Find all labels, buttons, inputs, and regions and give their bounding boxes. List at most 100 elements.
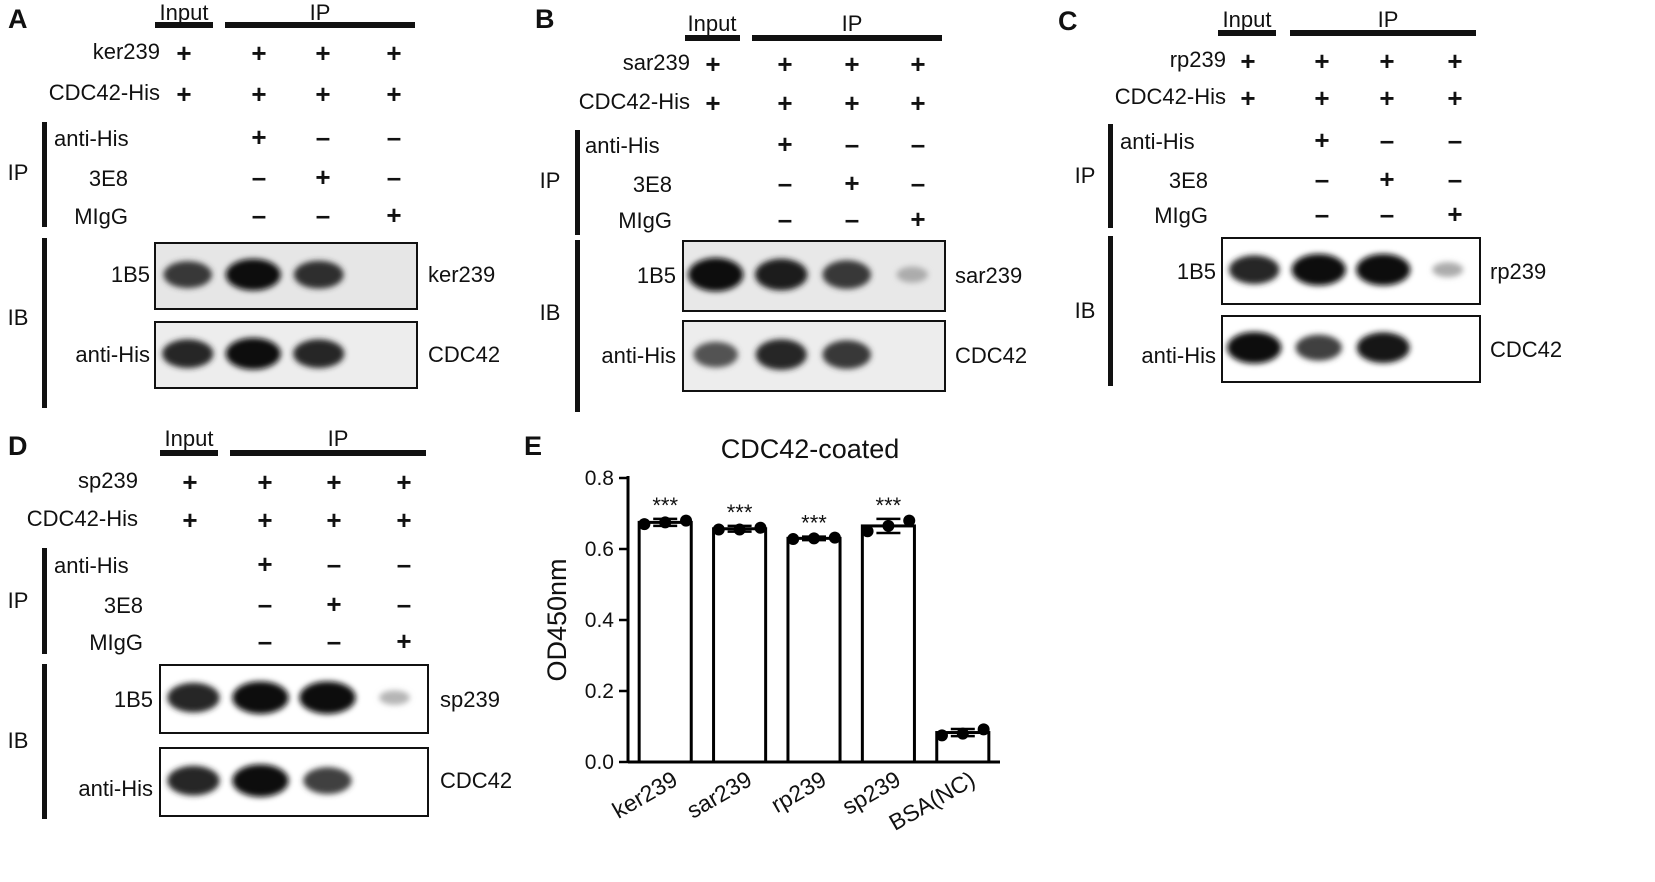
blot-anti-his: [159, 747, 429, 817]
sign: –: [1448, 125, 1462, 155]
blot-band: [232, 764, 289, 797]
protein-row-label: sp239: [78, 468, 138, 493]
data-point: [659, 516, 672, 529]
data-point: [733, 523, 746, 536]
blot-right-label: CDC42: [428, 342, 500, 367]
blot-band: [755, 339, 807, 370]
blot-band: [379, 690, 410, 705]
sign: –: [845, 129, 859, 159]
data-point: [787, 533, 800, 546]
blot-band: [167, 682, 220, 713]
blot-right-label: rp239: [1490, 259, 1546, 284]
sign: +: [176, 79, 191, 109]
panel-letter: D: [8, 431, 28, 461]
ip-bar: [230, 450, 426, 456]
blot-band: [822, 340, 871, 369]
ip-row-label: 3E8: [633, 172, 672, 197]
bar: [712, 527, 768, 764]
sign: –: [252, 200, 266, 230]
blot-right-label: ker239: [428, 262, 495, 287]
ib-group-label: IB: [1075, 298, 1096, 323]
ip-row-label: anti-His: [54, 553, 129, 578]
ip-group-label: IP: [8, 160, 29, 185]
sign: +: [386, 38, 401, 68]
protein-row-label: rp239: [1170, 47, 1226, 72]
ip-header: IP: [1378, 7, 1399, 32]
input-header: Input: [1223, 7, 1272, 32]
sign: +: [182, 505, 197, 535]
sign: –: [258, 626, 272, 656]
data-point: [680, 514, 693, 527]
blot-1b5: [154, 242, 418, 310]
sign: –: [911, 168, 925, 198]
ib-bracket: [42, 238, 47, 408]
input-bar: [685, 35, 740, 41]
panel-letter: B: [535, 4, 555, 34]
protein-row-label: sar239: [623, 50, 690, 75]
ip-bracket: [1108, 124, 1113, 228]
y-tick-label: 0.0: [585, 751, 614, 774]
data-point: [638, 518, 651, 531]
sign: +: [315, 162, 330, 192]
ip-group-label: IP: [8, 588, 29, 613]
y-axis-title: OD450nm: [542, 558, 572, 681]
sign: +: [1379, 164, 1394, 194]
data-point: [935, 729, 948, 742]
data-point: [712, 523, 725, 536]
blot-1b5: [159, 664, 429, 734]
sign: –: [911, 129, 925, 159]
blot-band: [225, 258, 281, 291]
panel-b: B Input IP sar239 + + + + CDC42-His + + …: [535, 4, 1027, 412]
blot-band: [167, 765, 220, 796]
blot-left-label: anti-His: [78, 776, 153, 801]
panel-letter: C: [1058, 6, 1078, 36]
sign: +: [844, 168, 859, 198]
sign: –: [1315, 199, 1329, 229]
sign: +: [910, 88, 925, 118]
blot-left-label: anti-His: [75, 342, 150, 367]
ip-group-label: IP: [1075, 163, 1096, 188]
blot-band: [896, 266, 928, 283]
sign: +: [910, 49, 925, 79]
sign: +: [257, 549, 272, 579]
input-header: Input: [688, 11, 737, 36]
blot-anti-his: [682, 320, 946, 392]
ip-row-label: MIgG: [1154, 203, 1208, 228]
data-point: [956, 727, 969, 740]
sign: +: [396, 505, 411, 535]
sign: +: [257, 505, 272, 535]
ip-row-label: MIgG: [618, 208, 672, 233]
sign: +: [1379, 46, 1394, 76]
input-header: Input: [160, 0, 209, 25]
blot-band: [303, 767, 352, 795]
blot-left-label: 1B5: [111, 262, 150, 287]
ip-row-label: anti-His: [585, 133, 660, 158]
blot-band: [1432, 262, 1464, 278]
target-row-label: CDC42-His: [27, 506, 138, 531]
ib-bracket: [42, 664, 47, 819]
sign: +: [251, 122, 266, 152]
blot-1b5: [682, 240, 946, 312]
y-tick-label: 0.2: [585, 680, 614, 703]
y-tick-label: 0.4: [585, 609, 615, 632]
blot-band: [232, 681, 289, 714]
data-point: [754, 521, 767, 534]
ib-group-label: IB: [8, 305, 29, 330]
ib-group-label: IB: [8, 728, 29, 753]
y-tick-label: 0.6: [585, 538, 614, 561]
blot-left-label: anti-His: [1141, 343, 1216, 368]
sign: +: [1447, 83, 1462, 113]
blot-left-label: 1B5: [1177, 259, 1216, 284]
ip-row-label: MIgG: [74, 204, 128, 229]
ib-bracket: [575, 240, 580, 412]
x-tick-label: ker239: [608, 766, 682, 824]
data-point: [977, 723, 990, 736]
sign: +: [386, 200, 401, 230]
blot-band: [1227, 331, 1282, 364]
target-row-label: CDC42-His: [579, 89, 690, 114]
sign: +: [1240, 83, 1255, 113]
significance-label: ***: [652, 493, 678, 518]
blot-left-label: 1B5: [114, 687, 153, 712]
panel-letter: E: [524, 431, 542, 461]
blot-right-label: sp239: [440, 687, 500, 712]
